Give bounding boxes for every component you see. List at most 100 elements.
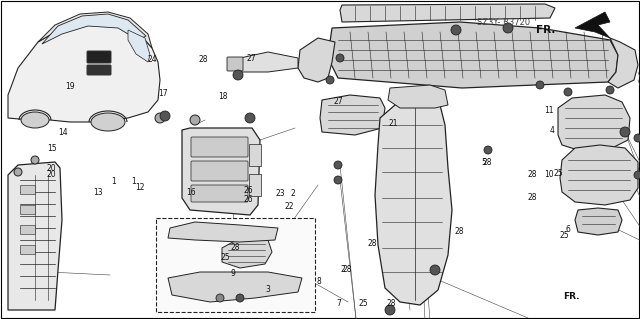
Text: SZ3Y- B3720: SZ3Y- B3720 <box>477 19 530 27</box>
Text: 28: 28 <box>483 158 492 167</box>
Polygon shape <box>238 52 298 72</box>
Circle shape <box>606 86 614 94</box>
Text: 26: 26 <box>243 195 253 204</box>
Circle shape <box>484 146 492 154</box>
Text: 28: 28 <box>528 193 537 202</box>
Circle shape <box>14 168 22 176</box>
Text: 28: 28 <box>231 243 240 252</box>
Text: 16: 16 <box>186 189 196 197</box>
FancyBboxPatch shape <box>191 137 248 157</box>
Text: 11: 11 <box>545 106 554 115</box>
Polygon shape <box>375 100 452 305</box>
Text: 1: 1 <box>111 177 116 186</box>
Text: 7: 7 <box>337 299 342 308</box>
Circle shape <box>334 161 342 169</box>
Text: 14: 14 <box>58 128 68 137</box>
Text: 2: 2 <box>291 189 296 198</box>
Text: 6: 6 <box>566 225 571 234</box>
FancyBboxPatch shape <box>19 225 35 234</box>
Text: 15: 15 <box>47 144 58 153</box>
Text: 2: 2 <box>340 265 345 274</box>
Polygon shape <box>8 162 62 310</box>
FancyBboxPatch shape <box>156 218 315 312</box>
FancyBboxPatch shape <box>19 184 35 194</box>
Text: 18: 18 <box>218 92 227 101</box>
FancyBboxPatch shape <box>19 204 35 213</box>
Circle shape <box>233 70 243 80</box>
Circle shape <box>160 111 170 121</box>
Text: 10: 10 <box>544 170 554 179</box>
FancyBboxPatch shape <box>87 51 111 63</box>
Ellipse shape <box>21 112 49 128</box>
Polygon shape <box>560 145 638 205</box>
FancyBboxPatch shape <box>249 174 261 196</box>
Text: 20: 20 <box>46 164 56 173</box>
Circle shape <box>155 113 165 123</box>
Circle shape <box>564 88 572 96</box>
Circle shape <box>334 176 342 184</box>
Text: 28: 28 <box>455 227 464 236</box>
Text: 12: 12 <box>135 183 144 192</box>
Text: 3: 3 <box>265 285 270 294</box>
Circle shape <box>385 305 395 315</box>
Text: 23: 23 <box>275 189 285 198</box>
Circle shape <box>31 156 39 164</box>
Text: 19: 19 <box>65 82 76 91</box>
Circle shape <box>336 54 344 62</box>
Circle shape <box>536 81 544 89</box>
Text: 13: 13 <box>93 188 103 197</box>
Polygon shape <box>168 222 278 242</box>
Text: 28: 28 <box>199 55 208 63</box>
Polygon shape <box>182 128 260 215</box>
Text: 9: 9 <box>230 269 236 278</box>
Text: 4: 4 <box>549 126 554 135</box>
Polygon shape <box>320 95 385 135</box>
Text: 26: 26 <box>243 186 253 195</box>
Text: 1: 1 <box>131 177 136 186</box>
FancyBboxPatch shape <box>191 161 248 181</box>
Text: 25: 25 <box>358 299 369 308</box>
Text: 20: 20 <box>46 170 56 179</box>
Polygon shape <box>388 85 448 108</box>
Circle shape <box>634 134 640 142</box>
FancyBboxPatch shape <box>19 244 35 254</box>
Text: 17: 17 <box>158 89 168 98</box>
Text: 25: 25 <box>559 231 570 240</box>
FancyBboxPatch shape <box>87 65 111 75</box>
Circle shape <box>620 127 630 137</box>
Text: 28: 28 <box>387 299 396 308</box>
Polygon shape <box>222 238 272 268</box>
Text: 28: 28 <box>368 239 377 248</box>
Circle shape <box>503 23 513 33</box>
Polygon shape <box>42 14 146 44</box>
FancyBboxPatch shape <box>249 144 261 166</box>
Text: 5: 5 <box>481 158 486 167</box>
Text: 8: 8 <box>316 277 321 286</box>
Polygon shape <box>8 22 160 122</box>
Text: FR.: FR. <box>536 25 555 35</box>
Polygon shape <box>330 22 618 88</box>
Polygon shape <box>38 12 152 48</box>
Polygon shape <box>608 38 638 88</box>
Text: 22: 22 <box>285 202 294 211</box>
Text: FR.: FR. <box>563 292 579 300</box>
Circle shape <box>216 294 224 302</box>
Circle shape <box>634 171 640 179</box>
Circle shape <box>190 115 200 125</box>
Circle shape <box>326 76 334 84</box>
Text: 27: 27 <box>333 97 343 106</box>
Polygon shape <box>128 30 150 62</box>
Ellipse shape <box>91 113 125 131</box>
Text: 25: 25 <box>220 253 230 262</box>
Polygon shape <box>298 38 335 82</box>
Polygon shape <box>168 272 302 302</box>
Polygon shape <box>558 95 630 150</box>
Text: 21: 21 <box>389 119 398 128</box>
Polygon shape <box>575 12 610 38</box>
FancyBboxPatch shape <box>191 185 248 202</box>
Circle shape <box>236 294 244 302</box>
FancyBboxPatch shape <box>227 57 243 71</box>
Text: 28: 28 <box>528 170 537 179</box>
Text: 28: 28 <box>342 265 351 274</box>
Circle shape <box>451 25 461 35</box>
